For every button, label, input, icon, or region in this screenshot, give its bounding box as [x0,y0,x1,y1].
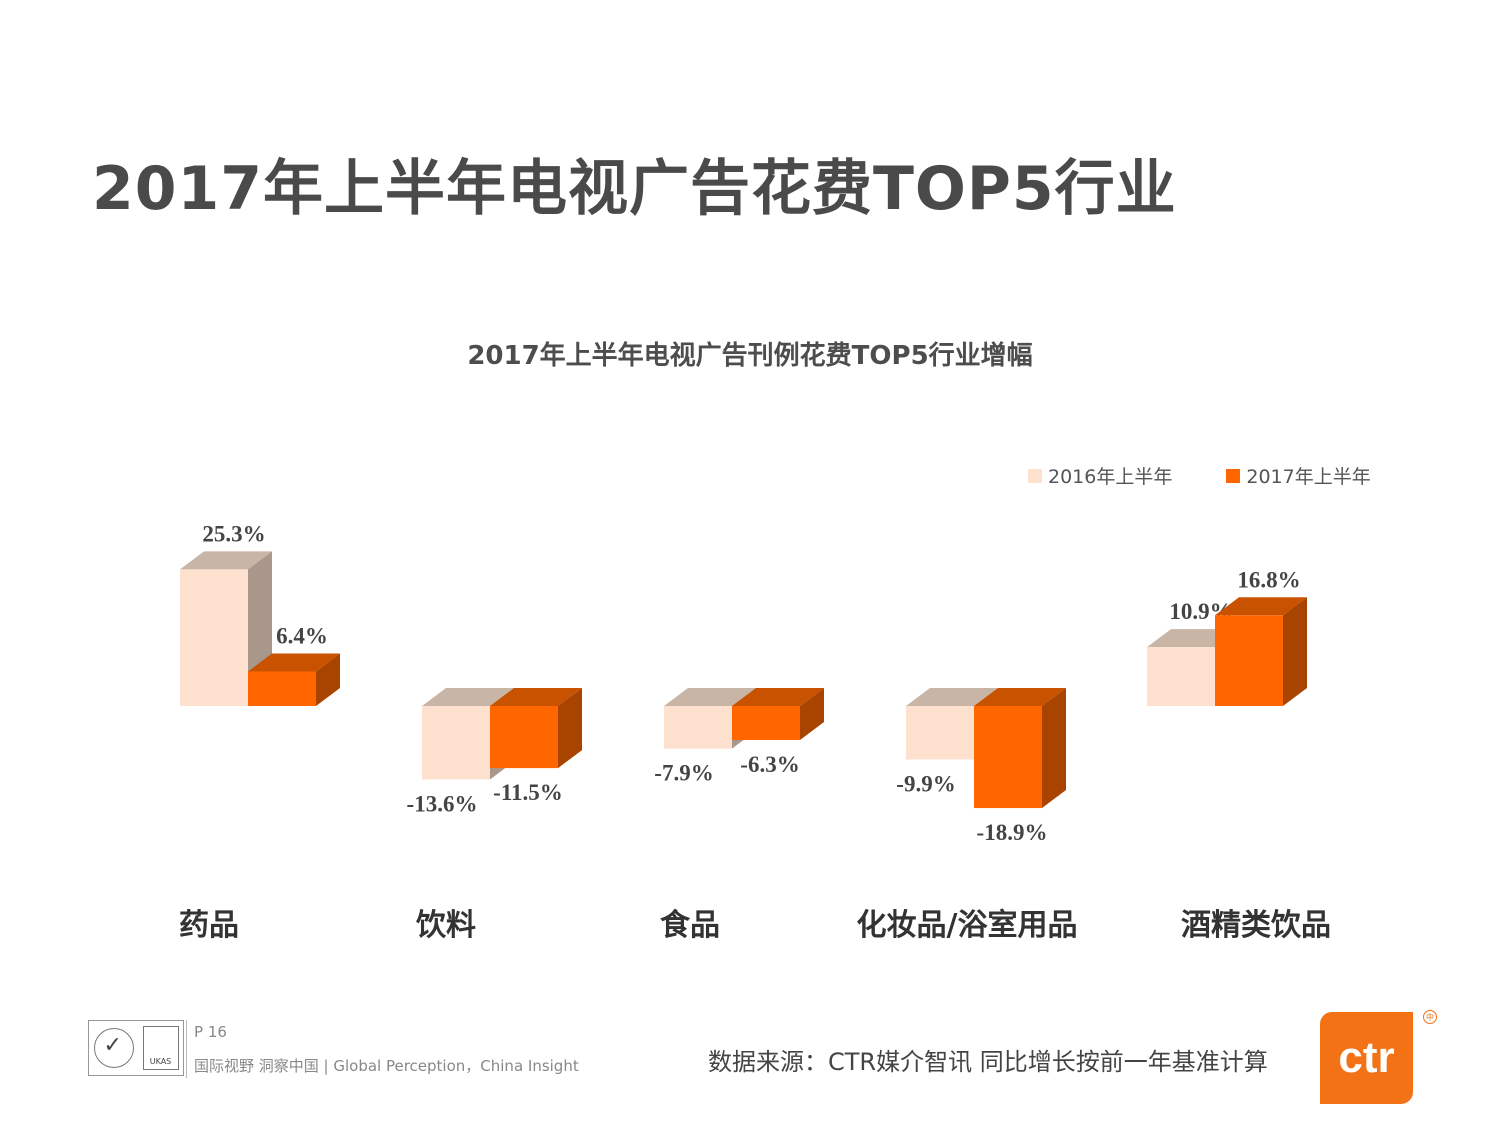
sgs-certification-icon [93,1028,134,1068]
data-label: -7.9% [654,761,713,786]
data-source: 数据来源：CTR媒介智讯 同比增长按前一年基准计算 [708,1048,1268,1076]
bar-side-face [558,688,582,769]
bar-top-face [906,688,998,706]
bar-3-1 [974,688,1066,809]
bar-0-0 [180,551,272,706]
category-label: 饮料 [415,908,476,943]
data-label: -11.5% [493,780,563,805]
legend-item-2016: 2016年上半年 [1028,462,1172,489]
bar-side-face [800,688,824,741]
category-label: 食品 [660,908,720,943]
registered-mark-icon: 中 [1423,1010,1437,1024]
data-label: -13.6% [407,791,478,816]
bar-front-face [732,706,800,741]
page-title: 2017年上半年电视广告花费TOP5行业 [92,154,1177,224]
bar-front-face [422,706,490,780]
chart-title: 2017年上半年电视广告刊例花费TOP5行业增幅 [467,341,1033,371]
certification-logos: UKAS [88,1020,184,1076]
bar-front-face [180,569,248,706]
bar-top-face [490,688,582,706]
legend-swatch-2016 [1028,468,1042,483]
bar-front-face [1215,615,1283,706]
bar-top-face [248,653,340,672]
chart-legend: 2016年上半年 2017年上半年 [1028,462,1371,489]
bar-side-face [1283,597,1307,706]
bar-top-face [974,688,1066,706]
bar-front-face [490,706,558,769]
bar-1-1 [490,688,582,769]
ctr-logo: ctr [1320,1012,1413,1104]
bar-top-face [1215,597,1307,616]
bar-front-face [906,706,974,760]
bar-top-face [422,688,514,706]
bar-top-face [732,688,824,706]
legend-label-2016: 2016年上半年 [1048,466,1173,488]
category-label: 药品 [179,908,239,943]
bar-top-face [180,551,272,570]
bar-side-face [316,653,340,706]
bar-front-face [1147,647,1215,706]
footer-divider [186,1020,187,1078]
bar-front-face [248,671,316,706]
ukas-certification-icon: UKAS [142,1026,179,1070]
bar-0-1 [248,653,340,706]
bar-top-face [664,688,756,706]
bar-front-face [974,706,1042,809]
bar-front-face [664,706,732,749]
data-label: 16.8% [1237,567,1300,592]
legend-item-2017: 2017年上半年 [1226,462,1371,489]
footer-tagline: 国际视野 洞察中国 | Global Perception，China Insi… [194,1057,579,1075]
legend-swatch-2017 [1226,468,1241,483]
data-label: -9.9% [896,771,955,796]
page-number: P 16 [194,1023,227,1041]
data-label: 25.3% [202,521,265,546]
category-label: 化妆品/浴室用品 [857,908,1078,943]
legend-label-2017: 2017年上半年 [1246,466,1371,488]
data-label: -6.3% [740,752,799,777]
data-label: -18.9% [977,820,1048,845]
bar-2-1 [732,688,824,741]
bar-side-face [1042,688,1066,809]
data-label: 6.4% [276,623,328,648]
category-label: 酒精类饮品 [1181,908,1331,943]
bar-4-1 [1215,597,1307,706]
